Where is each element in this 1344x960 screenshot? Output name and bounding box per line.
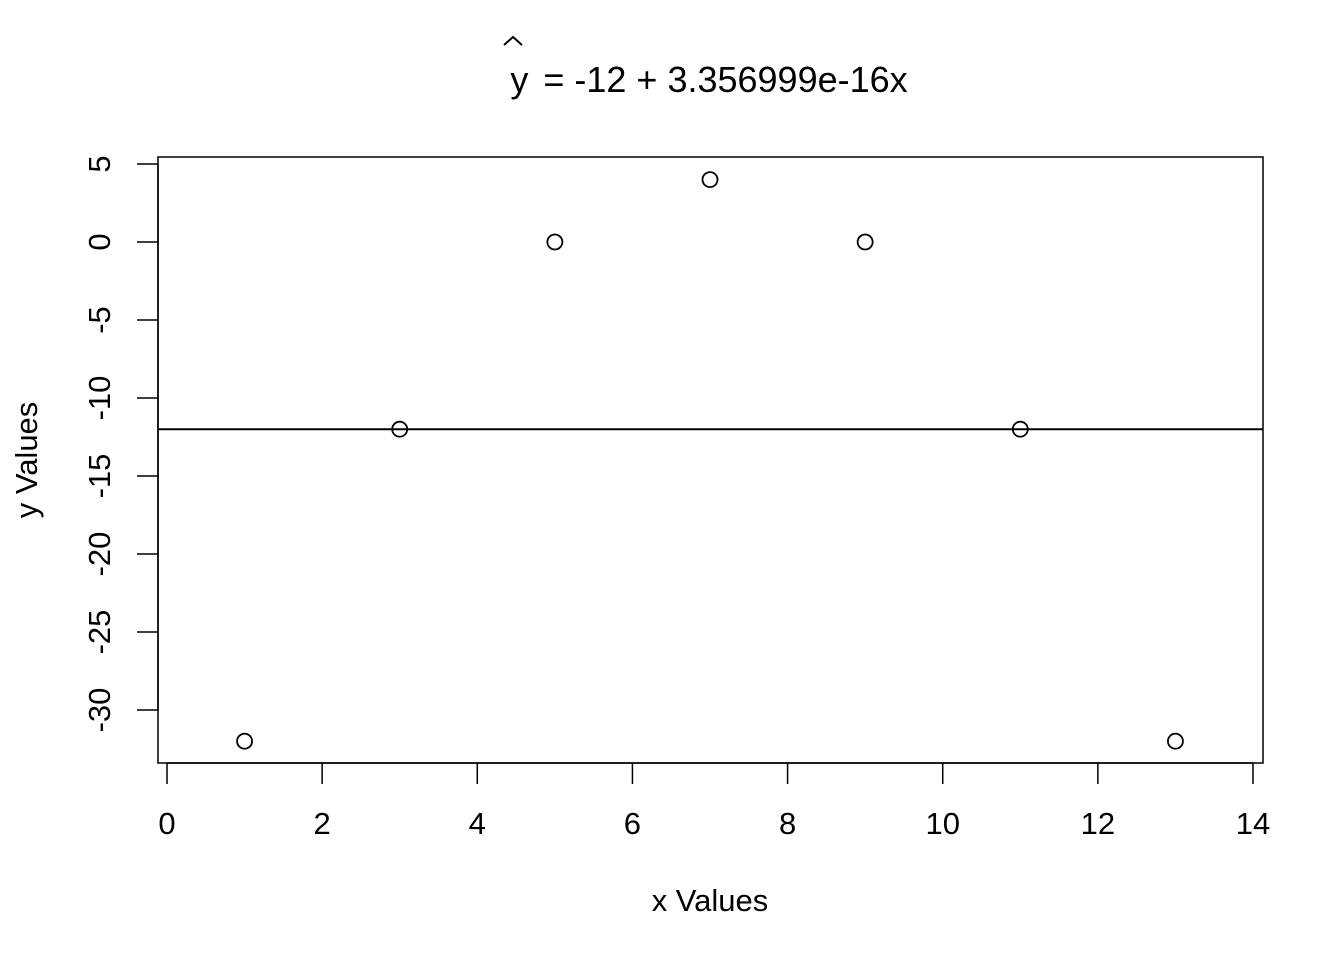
x-tick-label: 0 xyxy=(158,806,175,841)
x-tick-label: 12 xyxy=(1081,806,1115,841)
y-tick-label: 5 xyxy=(82,155,117,172)
data-point xyxy=(1011,420,1029,438)
x-tick-label: 4 xyxy=(469,806,486,841)
y-tick-label: 0 xyxy=(82,233,117,250)
x-tick-label: 14 xyxy=(1236,806,1270,841)
data-point xyxy=(236,732,253,750)
y-tick-label: -15 xyxy=(82,454,117,499)
data-point xyxy=(856,233,874,251)
data-point xyxy=(1167,732,1184,750)
plot-frame xyxy=(157,156,1264,764)
y-tick-label: -5 xyxy=(82,306,117,334)
y-tick-label: -30 xyxy=(82,688,117,733)
x-tick-label: 2 xyxy=(314,806,331,841)
title-hat-accent xyxy=(503,35,523,46)
y-tick-label: -10 xyxy=(82,376,117,421)
data-point xyxy=(701,171,719,189)
title-y-hat-symbol: y xyxy=(510,59,528,100)
x-tick-label: 10 xyxy=(925,806,959,841)
x-tick-label: 6 xyxy=(624,806,641,841)
y-tick-label: -20 xyxy=(82,532,117,577)
title-equation: = -12 + 3.356999e-16x xyxy=(543,59,907,100)
y-axis: 5 0 -5 -10 -15 -20 -25 -30 xyxy=(82,155,159,733)
y-tick-label: -25 xyxy=(82,610,117,655)
data-point xyxy=(546,233,564,251)
x-tick-label: 8 xyxy=(779,806,796,841)
x-axis: 0 2 4 6 8 10 12 14 xyxy=(158,762,1270,841)
data-points xyxy=(236,171,1184,750)
data-point xyxy=(391,420,409,438)
x-axis-label: x Values xyxy=(652,883,769,918)
chart-title: y = -12 + 3.356999e-16x xyxy=(510,59,907,100)
y-axis-label: y Values xyxy=(9,402,44,519)
